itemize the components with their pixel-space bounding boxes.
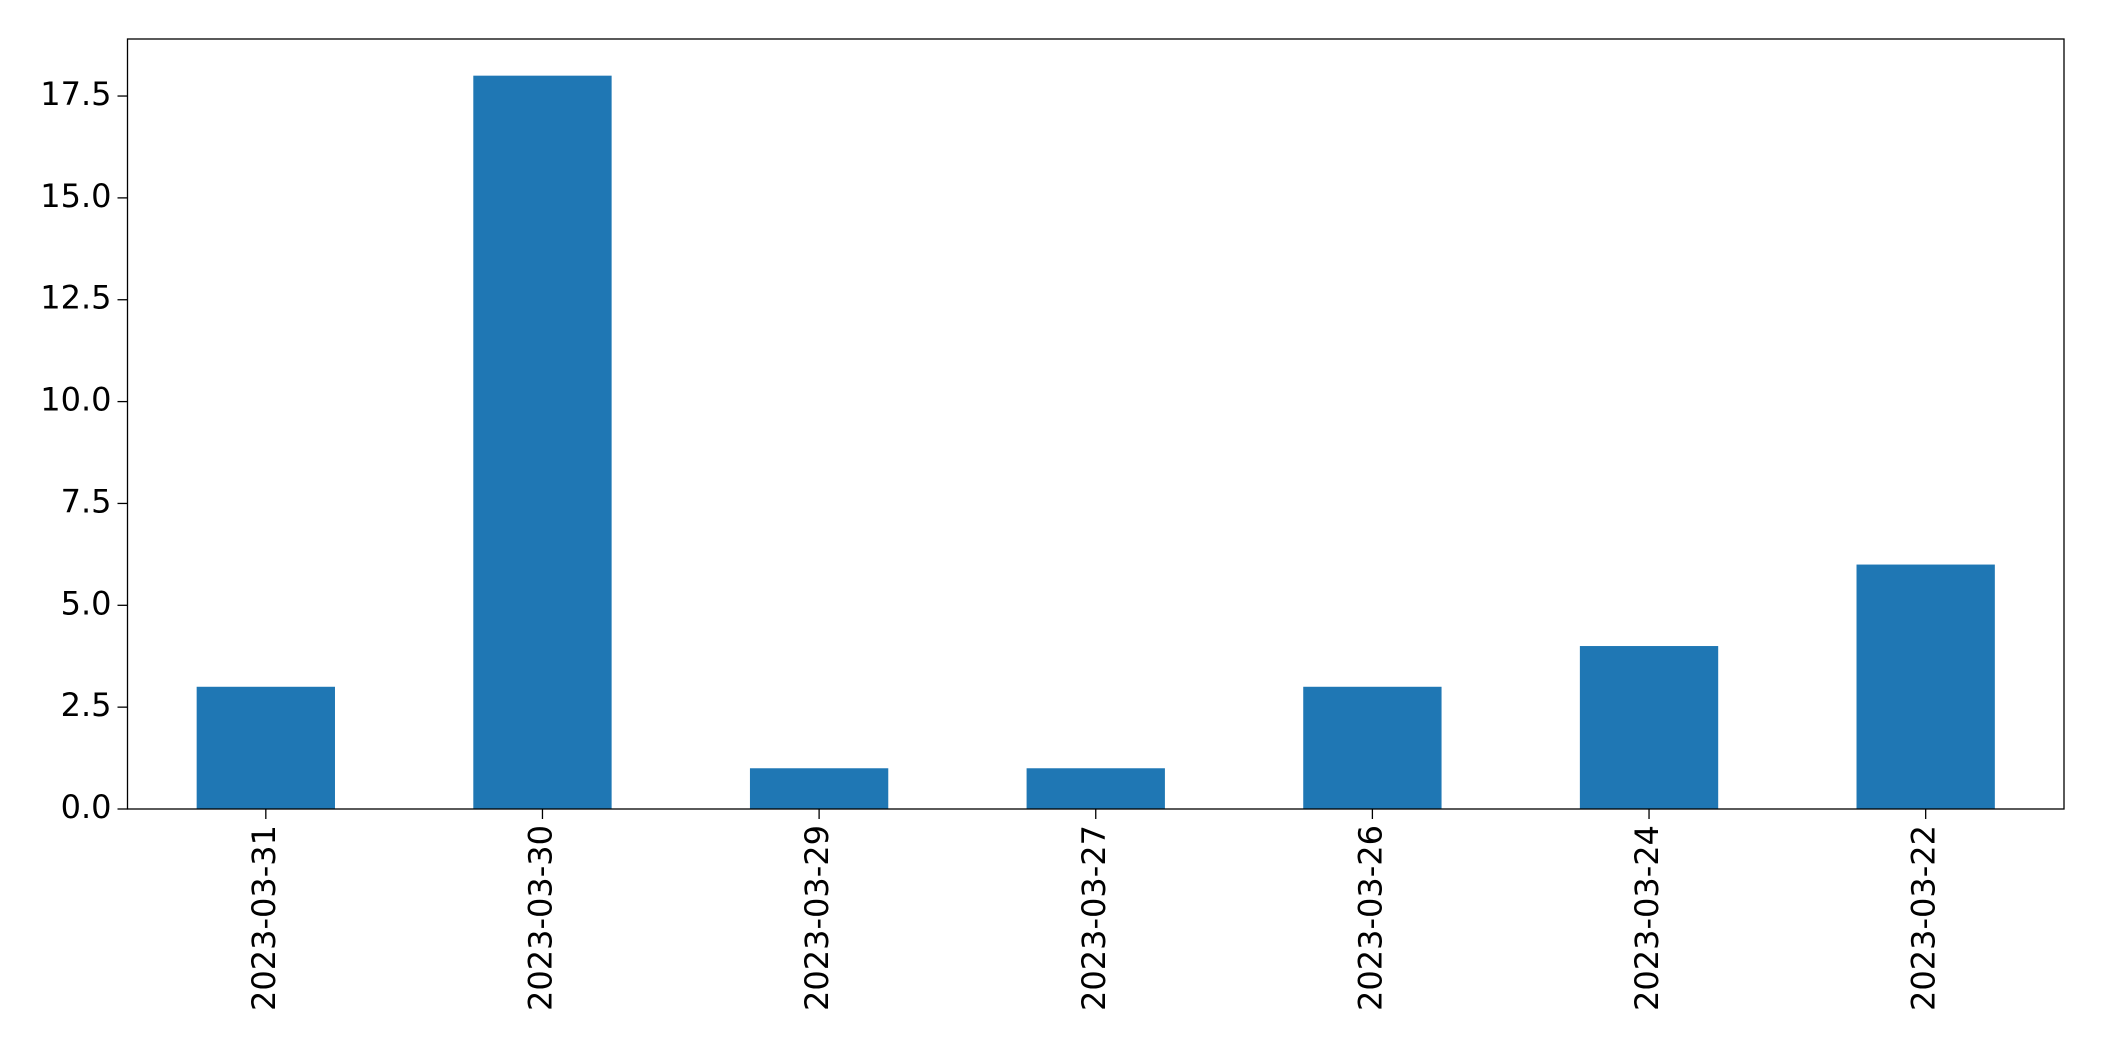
bar [1303,686,1442,809]
bar [1579,646,1719,809]
x-tick-label: 2023-03-30 [521,825,559,1011]
x-tick-label: 2023-03-24 [1628,825,1666,1011]
y-tick-label: 2.5 [61,686,112,724]
y-tick-label: 17.5 [40,75,111,113]
bar [1026,768,1165,809]
x-tick-label: 2023-03-26 [1351,825,1389,1011]
plot-frame [126,38,2065,810]
bar [1856,564,1995,809]
y-tick-label: 5.0 [61,584,112,622]
x-tick-label: 2023-03-22 [1905,825,1943,1011]
y-tick-label: 0.0 [61,788,112,826]
bar [196,686,335,809]
x-tick-label: 2023-03-31 [245,825,283,1011]
y-tick-label: 7.5 [61,482,112,520]
y-tick-label: 10.0 [40,381,111,419]
y-tick-label: 15.0 [40,177,111,215]
bar [749,768,889,809]
y-tick-label: 12.5 [40,279,111,317]
x-tick-label: 2023-03-29 [798,825,836,1011]
x-tick-label: 2023-03-27 [1075,825,1113,1011]
bar [473,75,612,809]
